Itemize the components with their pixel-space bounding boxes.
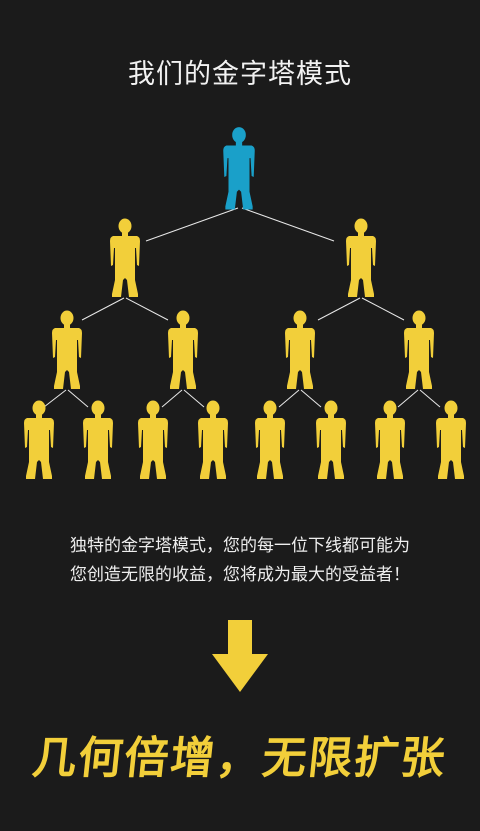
person-icon [110,218,140,297]
person-icon [168,310,198,389]
person-icon [316,400,346,479]
person-icon [198,400,228,479]
person-icon [346,218,376,297]
connector-lines [43,207,441,408]
person-icon [83,400,113,479]
page-title: 我们的金字塔模式 [128,59,352,90]
arrow-down-icon [212,620,268,692]
person-icon [255,400,285,479]
person-icon [436,400,466,479]
person-icon [52,310,82,389]
person-icon [375,400,405,479]
description-line: 您创造无限的收益，您将成为最大的受益者！ [70,565,410,585]
person-icon [24,400,54,479]
person-icon [285,310,315,389]
slogan: 几何倍增，无限扩张 [29,733,450,784]
person-icon [404,310,434,389]
person-icon [138,400,168,479]
person-icon-top [223,127,255,210]
pyramid-diagram [24,127,466,479]
description: 独特的金字塔模式，您的每一位下线都可能为 您创造无限的收益，您将成为最大的受益者… [0,532,480,590]
description-line: 独特的金字塔模式，您的每一位下线都可能为 [70,536,410,556]
